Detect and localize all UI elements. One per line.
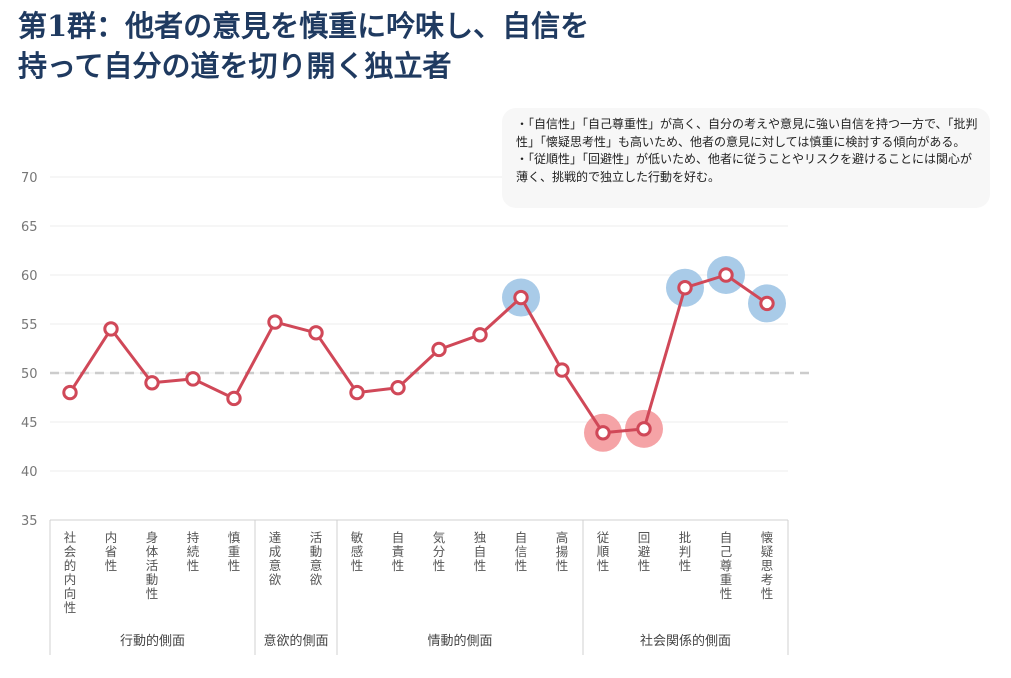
y-tick-label: 50 [21,367,38,382]
note-line-2: ・「従順性」「回避性」が低いため、他者に従うことやリスクを避けることには関心が薄… [516,152,973,184]
data-point [62,384,78,401]
data-point [103,321,119,337]
data-point [636,421,652,437]
page-title: 第1群：他者の意見を慎重に吟味し、自信を 持って自分の道を切り開く独立者 [18,6,718,86]
y-tick-label: 70 [21,171,38,186]
title-line-1: 第1群：他者の意見を慎重に吟味し、自信を [18,9,590,43]
data-point [308,325,324,341]
data-point [390,380,406,396]
x-tick-label: 自己尊重性 [720,530,733,601]
summary-note: ・「自信性」「自己尊重性」が高く、自分の考えや意見に強い自信を持つ一方で、「批判… [502,108,990,208]
y-tick-label: 40 [21,465,38,480]
data-point [185,371,201,387]
data-point [349,384,365,401]
group-label: 意欲的側面 [263,633,328,649]
data-point [513,289,529,306]
data-point [226,390,242,407]
x-tick-label: 懐疑思考性 [761,530,774,601]
x-tick-label: 持続性 [187,530,200,573]
y-tick-label: 45 [21,416,38,431]
x-tick-label: 社会的内向性 [64,530,77,615]
data-point [677,280,693,296]
x-tick-label: 内省性 [105,530,118,573]
x-tick-label: 高揚性 [556,530,569,573]
group-label: 情動的側面 [427,633,492,649]
data-point [718,267,734,283]
y-tick-label: 35 [21,514,38,529]
group-label: 社会関係的側面 [640,633,731,649]
data-point [267,314,283,330]
x-tick-label: 達成意欲 [269,530,282,587]
x-tick-label: 回避性 [638,530,651,573]
x-tick-label: 敏感性 [351,530,364,573]
x-tick-label: 批判性 [679,530,692,573]
x-tick-label: 慎重性 [228,530,241,573]
x-tick-label: 自信性 [515,530,528,573]
x-tick-label: 気分性 [433,530,446,573]
note-line-1: ・「自信性」「自己尊重性」が高く、自分の考えや意見に強い自信を持つ一方で、「批判… [516,117,978,149]
title-line-2: 持って自分の道を切り開く独立者 [18,49,452,83]
data-point [595,425,611,441]
data-point [144,375,160,391]
data-point [431,341,447,358]
data-point [759,295,775,312]
y-tick-label: 55 [21,318,38,333]
y-tick-label: 60 [21,269,38,284]
x-tick-label: 自責性 [392,530,405,573]
data-point [472,327,488,343]
data-point [554,362,570,378]
x-tick-label: 活動意欲 [310,530,323,587]
series-line [68,273,768,435]
group-label: 行動的側面 [120,633,185,649]
x-tick-label: 独自性 [474,530,487,573]
x-tick-label: 従順性 [597,530,610,573]
y-tick-label: 65 [21,220,38,235]
x-tick-label: 身体活動性 [146,530,159,601]
